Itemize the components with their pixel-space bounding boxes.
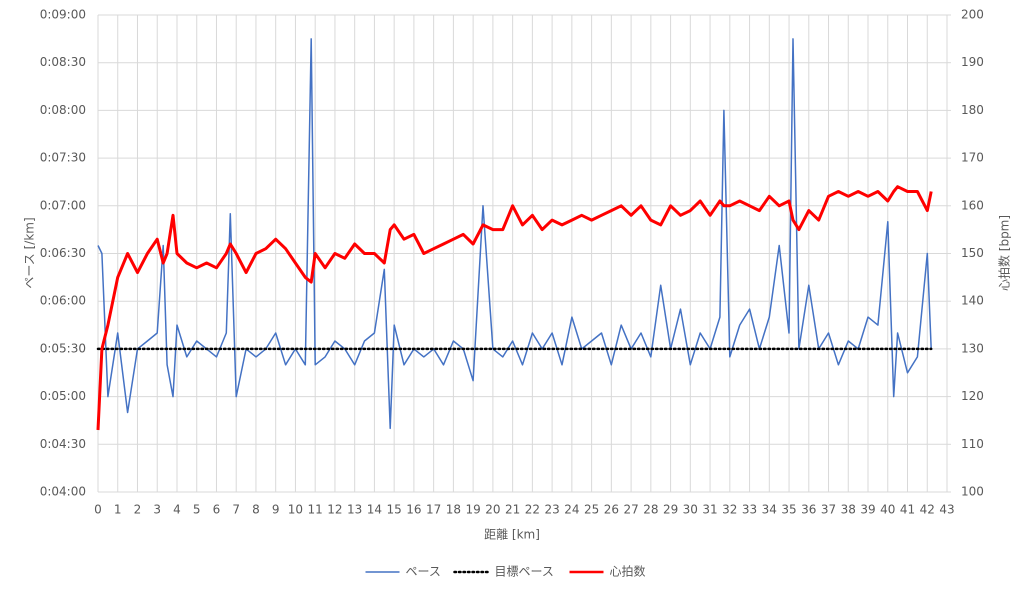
y2-axis-title: 心拍数 [bpm] [997,215,1012,291]
series-line [96,185,933,431]
x-tick-label: 29 [663,503,678,517]
y2-tick-label: 130 [961,341,984,355]
x-tick-label: 5 [193,503,201,517]
x-tick-label: 27 [623,503,638,517]
x-tick-label: 28 [643,503,658,517]
y2-tick-label: 100 [961,485,984,499]
x-tick-label: 3 [153,503,161,517]
series-line [97,38,932,430]
x-tick-label: 18 [446,503,461,517]
x-tick-label: 11 [308,503,323,517]
y-tick-label: 0:07:00 [40,198,86,212]
y2-tick-label: 110 [961,437,984,451]
x-tick-label: 14 [367,503,382,517]
y-tick-label: 0:08:00 [40,103,86,117]
y-tick-label: 0:06:30 [40,246,86,260]
y2-tick-label: 150 [961,246,984,260]
x-tick-label: 36 [801,503,816,517]
x-tick-label: 26 [604,503,619,517]
x-tick-label: 16 [406,503,421,517]
x-tick-label: 17 [426,503,441,517]
x-tick-label: 35 [781,503,796,517]
y-tick-label: 0:06:00 [40,294,86,308]
x-tick-label: 6 [213,503,221,517]
x-tick-label: 2 [134,503,142,517]
x-axis-title: 距離 [km] [484,528,540,542]
x-tick-label: 10 [288,503,303,517]
x-tick-label: 41 [900,503,915,517]
x-tick-label: 40 [880,503,895,517]
x-tick-label: 23 [544,503,559,517]
x-tick-label: 21 [505,503,520,517]
x-tick-label: 12 [327,503,342,517]
legend-label: 心拍数 [610,564,646,579]
x-tick-label: 25 [584,503,599,517]
x-tick-label: 37 [821,503,836,517]
y-axis-title: ペース [/km] [23,217,37,288]
x-tick-label: 9 [272,503,280,517]
x-tick-label: 20 [485,503,500,517]
x-tick-label: 1 [114,503,122,517]
y-tick-label: 0:08:30 [40,55,86,69]
y2-tick-label: 180 [961,103,984,117]
y2-tick-label: 160 [961,198,984,212]
y2-tick-label: 200 [961,8,984,22]
legend-label: 目標ペース [495,565,554,579]
y-tick-label: 0:09:00 [40,8,86,22]
x-tick-label: 19 [465,503,480,517]
x-tick-label: 24 [564,503,579,517]
x-tick-label: 42 [920,503,935,517]
x-tick-label: 34 [762,503,777,517]
y2-tick-label: 170 [961,151,984,165]
y2-tick-label: 120 [961,389,984,403]
y-tick-label: 0:07:30 [40,151,86,165]
legend-label: ペース [406,565,441,579]
x-tick-label: 8 [252,503,260,517]
x-tick-label: 15 [387,503,402,517]
y-tick-label: 0:04:30 [40,437,86,451]
x-tick-label: 7 [232,503,240,517]
x-tick-label: 43 [939,503,954,517]
y2-tick-label: 140 [961,294,984,308]
x-tick-label: 32 [722,503,737,517]
x-tick-label: 39 [860,503,875,517]
x-tick-label: 38 [841,503,856,517]
x-tick-label: 31 [702,503,717,517]
y-tick-label: 0:05:30 [40,341,86,355]
y-tick-label: 0:05:00 [40,389,86,403]
x-tick-label: 4 [173,503,181,517]
x-tick-label: 22 [525,503,540,517]
x-tick-label: 33 [742,503,757,517]
x-tick-label: 0 [94,503,102,517]
y2-tick-label: 190 [961,55,984,69]
y-tick-label: 0:04:00 [40,485,86,499]
x-tick-label: 13 [347,503,362,517]
x-tick-label: 30 [683,503,698,517]
